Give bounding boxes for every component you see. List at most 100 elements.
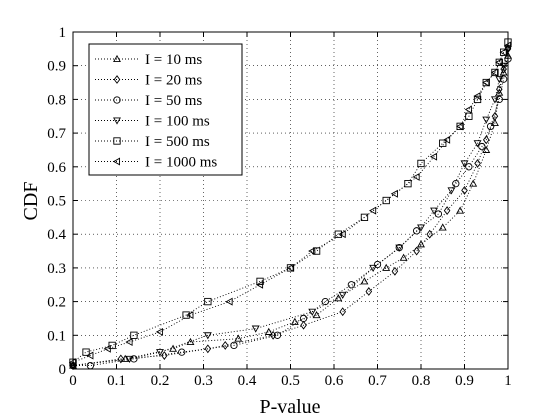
legend-label-2: I = 50 ms (145, 93, 202, 109)
data-point-series-5 (464, 105, 472, 114)
data-point-series-5 (225, 297, 233, 306)
data-point-series-4 (360, 213, 369, 221)
data-point-series-4 (382, 196, 390, 205)
y-tick-label: 1 (59, 25, 67, 41)
x-axis-label: P-value (259, 396, 320, 418)
data-point-series-5 (186, 311, 194, 320)
data-point-series-3 (369, 264, 378, 273)
data-point-series-5 (86, 351, 94, 360)
y-tick-label: 0.1 (47, 328, 66, 344)
data-point-series-5 (495, 58, 503, 67)
data-point-series-2 (478, 142, 486, 151)
data-point-series-4 (182, 311, 190, 319)
data-point-series-1 (339, 307, 346, 317)
data-point-series-5 (442, 135, 451, 144)
data-point-series-1 (482, 135, 490, 145)
y-tick-label: 0.3 (47, 261, 66, 277)
data-point-series-5 (103, 344, 111, 353)
y-tick-label: 0.2 (47, 295, 66, 311)
y-tick-label: 0 (59, 362, 67, 378)
data-point-series-3 (251, 325, 260, 333)
data-point-series-2 (130, 355, 138, 363)
x-tick-label: 0.6 (325, 373, 344, 389)
data-point-series-0 (382, 263, 391, 271)
x-tick-label: 0.4 (238, 373, 257, 389)
legend-box (88, 43, 243, 176)
data-point-series-1 (300, 320, 307, 330)
data-point-series-0 (186, 337, 195, 346)
data-point-series-5 (338, 230, 346, 239)
y-tick-label: 0.4 (47, 227, 66, 243)
data-point-series-4 (439, 139, 447, 147)
data-point-series-4 (465, 112, 473, 120)
data-point-series-1 (269, 330, 277, 340)
data-point-series-1 (204, 344, 212, 354)
data-point-series-4 (108, 341, 116, 350)
data-point-series-0 (290, 317, 299, 325)
data-point-series-2 (273, 331, 282, 339)
y-axis-label: CDF (20, 182, 42, 221)
data-point-series-5 (125, 338, 133, 347)
data-point-series-3 (203, 332, 212, 340)
data-point-series-5 (308, 247, 316, 256)
data-point-series-2 (178, 348, 186, 356)
data-point-series-1 (474, 158, 481, 168)
series-line-3 (72, 48, 509, 367)
data-point-series-1 (161, 351, 168, 360)
legend-label-5: I = 1000 ms (145, 155, 217, 171)
data-point-series-4 (404, 179, 412, 188)
legend: I = 10 ms I = 20 ms I = 50 ms I = 100 ms I =… (88, 43, 243, 176)
data-point-series-2 (434, 210, 443, 218)
series-markers (68, 38, 512, 371)
legend-marker-1 (113, 75, 121, 84)
data-point-series-3 (495, 76, 504, 84)
data-point-series-2 (321, 297, 329, 306)
data-point-series-4 (417, 159, 425, 168)
legend-marker-5 (112, 157, 121, 166)
data-point-series-2 (452, 179, 460, 188)
data-point-series-2 (486, 122, 495, 131)
data-point-series-3 (156, 349, 164, 357)
data-point-series-3 (447, 187, 456, 195)
data-point-series-3 (395, 244, 404, 252)
data-point-series-5 (456, 122, 464, 131)
data-point-series-0 (482, 145, 491, 153)
data-point-series-5 (255, 280, 264, 289)
legend-marker-2 (113, 96, 121, 104)
legend-marker-4 (113, 137, 121, 145)
axis-ticks (72, 31, 509, 370)
data-point-series-2 (495, 95, 503, 104)
data-point-series-3 (460, 160, 469, 168)
data-point-series-4 (256, 277, 264, 286)
data-point-series-4 (204, 297, 212, 306)
data-point-series-2 (465, 163, 473, 171)
x-tick-label: 0.1 (107, 373, 126, 389)
data-point-series-5 (369, 206, 377, 215)
legend-marker-3 (113, 117, 121, 125)
x-tick-label: 0 (69, 373, 77, 389)
data-point-series-2 (499, 75, 508, 83)
series-line-0 (72, 55, 509, 367)
data-point-series-3 (482, 116, 491, 124)
data-point-series-0 (495, 88, 504, 96)
data-point-series-3 (308, 308, 317, 316)
legend-label-3: I = 100 ms (145, 114, 210, 130)
data-point-series-3 (338, 291, 347, 299)
data-point-series-2 (347, 281, 356, 289)
data-point-series-1 (413, 246, 420, 256)
data-point-series-0 (334, 294, 343, 302)
data-point-series-2 (412, 227, 421, 235)
data-point-series-0 (360, 277, 369, 285)
data-point-series-5 (155, 327, 164, 336)
data-point-series-3 (490, 96, 499, 104)
data-point-series-4 (312, 247, 321, 255)
data-point-series-5 (429, 152, 438, 161)
data-point-series-0 (169, 344, 178, 352)
legend-label-0: I = 10 ms (145, 52, 202, 68)
data-point-series-1 (391, 266, 399, 276)
x-tick-label: 0.2 (151, 373, 170, 389)
data-point-series-5 (412, 172, 420, 181)
data-point-series-2 (299, 314, 308, 323)
data-point-series-0 (399, 253, 408, 261)
data-point-series-5 (499, 48, 507, 57)
